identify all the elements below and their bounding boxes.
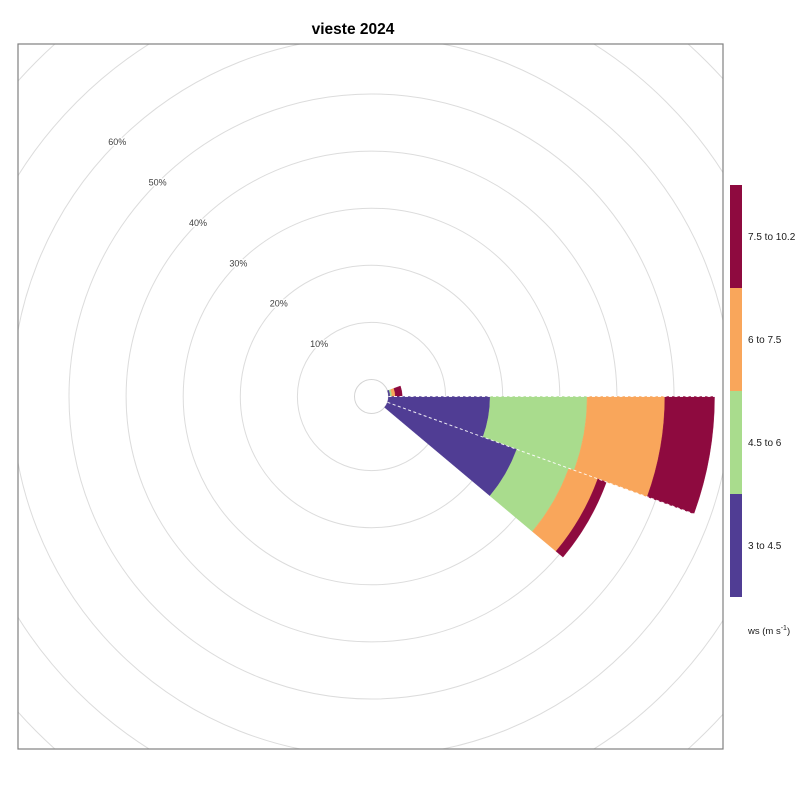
legend-swatch (730, 288, 742, 391)
centre-circle (354, 379, 389, 414)
wind-rose-petals (384, 385, 715, 558)
panel-border (17, 43, 724, 750)
ring-percent-labels: 10% 20% 30% 40% 50% 60% (107, 136, 330, 351)
legend-swatch (730, 391, 742, 494)
ring-percent-label: 50% (149, 178, 167, 188)
wind-rose-petal-segment (555, 478, 607, 558)
ring-percent-label: 10% (310, 339, 328, 349)
legend-unit-label: ws (m s-1) (747, 625, 790, 637)
legend-swatch (730, 494, 742, 597)
ring-percent-label: 40% (189, 218, 207, 228)
legend-bin-label: 3 to 4.5 (748, 541, 782, 552)
legend-colorbar: 7.5 to 10.2 6 to 7.5 4.5 to 6 3 to 4.5 ws (m… (730, 185, 796, 637)
ring-percent-label: 60% (108, 137, 126, 147)
legend-bin-label: 6 to 7.5 (748, 335, 782, 346)
legend-bin-label: 7.5 to 10.2 (748, 232, 796, 243)
legend-swatch (730, 185, 742, 288)
page-title: vieste 2024 (312, 21, 395, 38)
ring-percent-label: 20% (270, 299, 288, 309)
legend-bin-label: 4.5 to 6 (748, 438, 782, 449)
ring-percent-label: 30% (229, 258, 247, 268)
